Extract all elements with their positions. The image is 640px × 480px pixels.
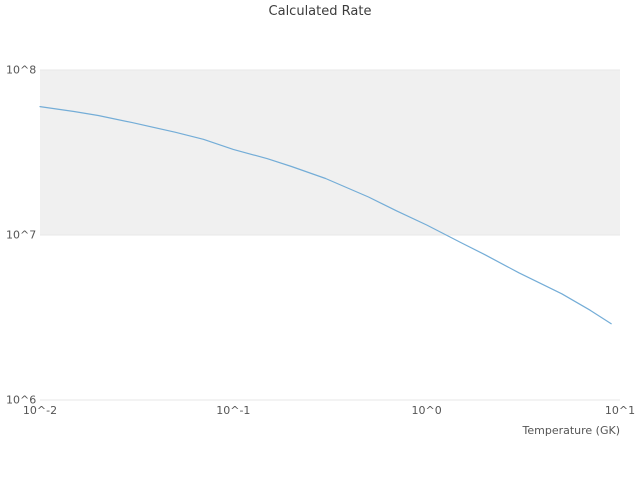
x-tick-label: 10^0: [411, 404, 442, 417]
y-tick-label: 10^8: [6, 63, 37, 77]
x-tick-label: 10^-1: [216, 404, 251, 417]
y-tick-label: 10^6: [6, 393, 37, 407]
chart-title: Calculated Rate: [268, 4, 372, 19]
plot-band: [40, 70, 620, 235]
x-axis-label: Temperature (GK): [522, 424, 621, 437]
x-tick-label: 10^1: [604, 404, 636, 417]
y-tick-label: 10^7: [6, 228, 37, 242]
rate-line: [39, 105, 612, 325]
x-tick-label: 10^-2: [22, 404, 58, 417]
